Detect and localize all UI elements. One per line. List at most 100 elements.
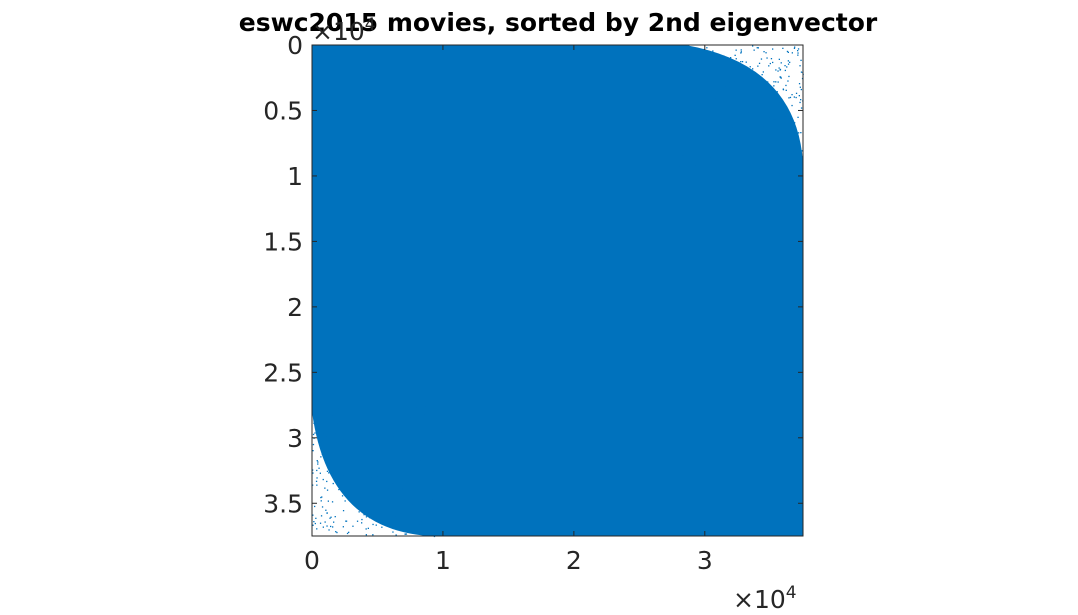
data-point (384, 486, 386, 488)
data-point (395, 515, 397, 517)
data-point (401, 513, 403, 515)
data-point (372, 523, 374, 526)
data-point (772, 152, 774, 154)
data-point (334, 432, 336, 435)
data-point (419, 530, 421, 532)
data-point (725, 94, 727, 96)
data-point (775, 69, 777, 71)
data-point (753, 168, 756, 171)
data-point (413, 491, 415, 493)
data-point (345, 520, 347, 522)
data-point (689, 74, 691, 76)
data-point (316, 528, 318, 530)
data-point (375, 524, 377, 526)
data-point (313, 422, 315, 424)
data-point (688, 124, 690, 127)
data-point (749, 136, 751, 138)
data-point (330, 525, 332, 528)
data-point (678, 140, 680, 143)
data-point (439, 533, 441, 536)
data-point (777, 81, 779, 83)
data-point (722, 139, 724, 141)
data-point (403, 518, 406, 520)
data-point (348, 406, 350, 408)
data-point (696, 98, 698, 100)
data-point (367, 430, 369, 432)
data-point (788, 161, 790, 163)
data-point (411, 483, 414, 486)
data-point (678, 113, 680, 115)
data-point (789, 132, 791, 134)
data-point (319, 522, 322, 524)
data-point (688, 155, 690, 157)
data-point (691, 101, 693, 104)
data-point (683, 154, 685, 156)
data-point (742, 122, 744, 124)
data-point (768, 162, 770, 164)
data-point (440, 498, 442, 500)
data-point (324, 435, 327, 438)
data-point (316, 422, 319, 425)
data-point (314, 432, 316, 434)
data-point (401, 420, 403, 423)
data-point (387, 456, 389, 458)
data-point (312, 469, 314, 471)
data-point (376, 410, 379, 412)
data-point (778, 67, 780, 69)
data-point (418, 494, 420, 496)
data-point (685, 103, 687, 105)
data-point (374, 444, 376, 446)
data-point (709, 77, 711, 79)
data-point (386, 475, 389, 477)
data-point (318, 442, 321, 444)
data-point (764, 163, 767, 165)
data-point (723, 172, 725, 174)
data-point (392, 450, 394, 452)
data-point (334, 429, 336, 431)
data-point (720, 114, 722, 116)
data-point (749, 66, 751, 68)
data-point (401, 515, 403, 517)
data-point (371, 499, 373, 501)
data-point (343, 464, 346, 467)
data-point (401, 488, 403, 490)
data-point (698, 141, 700, 144)
data-point (417, 511, 420, 513)
data-point (347, 423, 349, 425)
data-point (780, 134, 782, 136)
data-point (718, 93, 720, 95)
data-point (408, 472, 410, 474)
data-point (436, 492, 438, 494)
data-point (394, 424, 397, 426)
data-point (725, 116, 727, 119)
data-point (795, 96, 797, 99)
data-point (698, 90, 700, 92)
data-point (689, 98, 691, 101)
data-point (402, 436, 404, 438)
data-point (721, 143, 723, 145)
data-point (772, 116, 774, 118)
data-point (708, 170, 710, 173)
data-point (440, 431, 442, 433)
data-point (347, 470, 349, 473)
data-point (359, 429, 361, 431)
data-point (365, 516, 368, 518)
data-point (772, 48, 774, 50)
data-point (761, 142, 764, 144)
data-point (712, 155, 715, 158)
data-point (727, 125, 729, 127)
data-point (715, 83, 717, 86)
data-point (391, 482, 393, 484)
data-point (358, 511, 360, 513)
data-point (786, 50, 789, 53)
data-point (373, 514, 375, 517)
data-point (716, 103, 718, 105)
data-point (763, 51, 765, 53)
data-point (332, 444, 334, 446)
data-point (770, 88, 772, 90)
data-point (700, 86, 703, 88)
data-point (408, 513, 410, 516)
data-point (388, 454, 391, 456)
data-point (428, 409, 431, 412)
data-point (426, 496, 428, 499)
